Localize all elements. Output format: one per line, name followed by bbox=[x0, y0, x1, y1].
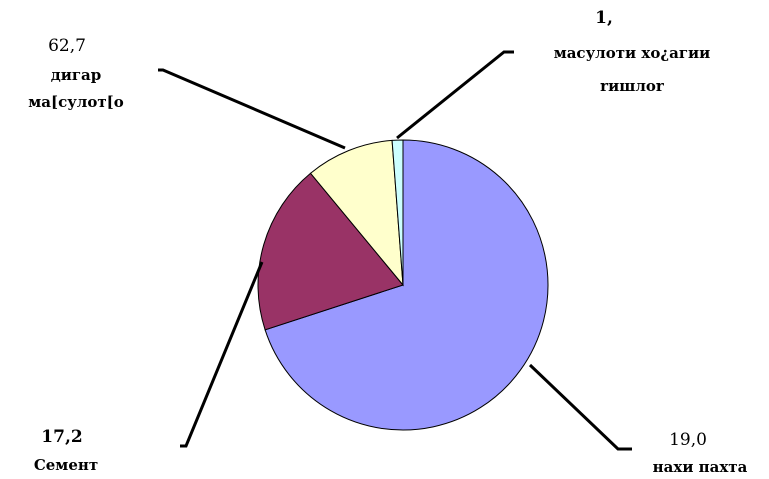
leader-line-cotton bbox=[528, 363, 632, 451]
slice-label-other-line2: ма[сулот[о bbox=[28, 93, 124, 111]
leader-line-agri bbox=[396, 50, 514, 140]
pie-slice-cement bbox=[257, 172, 404, 331]
value-label-cement: 17,2 bbox=[41, 427, 82, 447]
leader-line-cement bbox=[180, 261, 264, 448]
slice-label-other-line1: дигар bbox=[51, 66, 102, 84]
value-label-other: 62,7 bbox=[48, 36, 86, 56]
value-label-cotton: 19,0 bbox=[669, 430, 707, 450]
pie-slice-other bbox=[309, 139, 404, 287]
slice-label-agri-line1: масулoти хо¿агии bbox=[554, 44, 711, 62]
value-label-agri: 1, bbox=[595, 8, 613, 28]
pie-slice-cotton bbox=[264, 139, 549, 431]
pie-slice-agri bbox=[391, 139, 404, 286]
slice-label-cotton: нахи пахта bbox=[653, 458, 748, 476]
leader-line-other bbox=[158, 68, 346, 150]
slice-label-agri-line2: rишлоr bbox=[600, 77, 665, 95]
slice-label-cement: Семент bbox=[34, 456, 98, 474]
pie-slices bbox=[257, 139, 549, 431]
